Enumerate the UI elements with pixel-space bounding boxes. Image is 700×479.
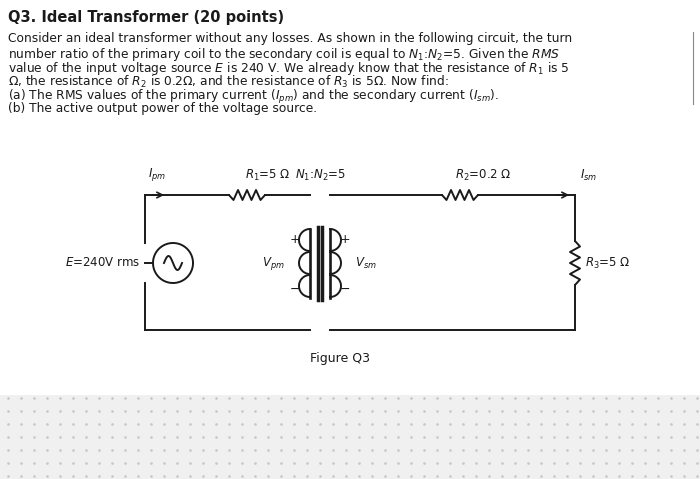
Text: $I_{pm}$: $I_{pm}$ [148, 166, 166, 183]
Text: Q3. Ideal Transformer (20 points): Q3. Ideal Transformer (20 points) [8, 10, 284, 25]
Text: (a) The RMS values of the primary current ($I_{pm}$) and the secondary current (: (a) The RMS values of the primary curren… [8, 88, 499, 106]
Text: −: − [340, 283, 350, 296]
Text: Consider an ideal transformer without any losses. As shown in the following circ: Consider an ideal transformer without an… [8, 32, 572, 45]
Text: $V_{sm}$: $V_{sm}$ [355, 255, 377, 271]
Text: $N_1$:$N_2$=5: $N_1$:$N_2$=5 [295, 168, 346, 183]
Text: number ratio of the primary coil to the secondary coil is equal to $N_1$:$N_2$=5: number ratio of the primary coil to the … [8, 46, 560, 63]
Text: $E$=240V rms: $E$=240V rms [65, 256, 140, 270]
Text: $R_3$=5 $\Omega$: $R_3$=5 $\Omega$ [585, 255, 631, 271]
Bar [0, 0, 700, 395]
Text: $V_{pm}$: $V_{pm}$ [262, 254, 285, 272]
Text: (b) The active output power of the voltage source.: (b) The active output power of the volta… [8, 102, 317, 115]
Text: $R_1$=5 $\Omega$: $R_1$=5 $\Omega$ [245, 168, 290, 183]
Text: +: + [290, 232, 300, 246]
Text: −: − [290, 283, 300, 296]
Text: $\Omega$, the resistance of $R_2$ is 0.2$\Omega$, and the resistance of $R_3$ is: $\Omega$, the resistance of $R_2$ is 0.2… [8, 74, 449, 90]
Text: +: + [340, 232, 350, 246]
Text: $I_{sm}$: $I_{sm}$ [580, 168, 597, 183]
Text: value of the input voltage source $E$ is 240 V. We already know that the resista: value of the input voltage source $E$ is… [8, 60, 570, 77]
Text: $R_2$=0.2 $\Omega$: $R_2$=0.2 $\Omega$ [455, 168, 511, 183]
Text: Figure Q3: Figure Q3 [310, 352, 370, 365]
